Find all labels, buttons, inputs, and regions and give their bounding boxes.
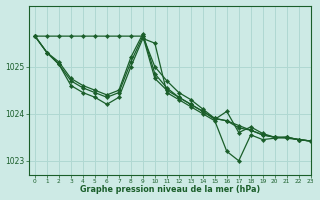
X-axis label: Graphe pression niveau de la mer (hPa): Graphe pression niveau de la mer (hPa) <box>80 185 260 194</box>
